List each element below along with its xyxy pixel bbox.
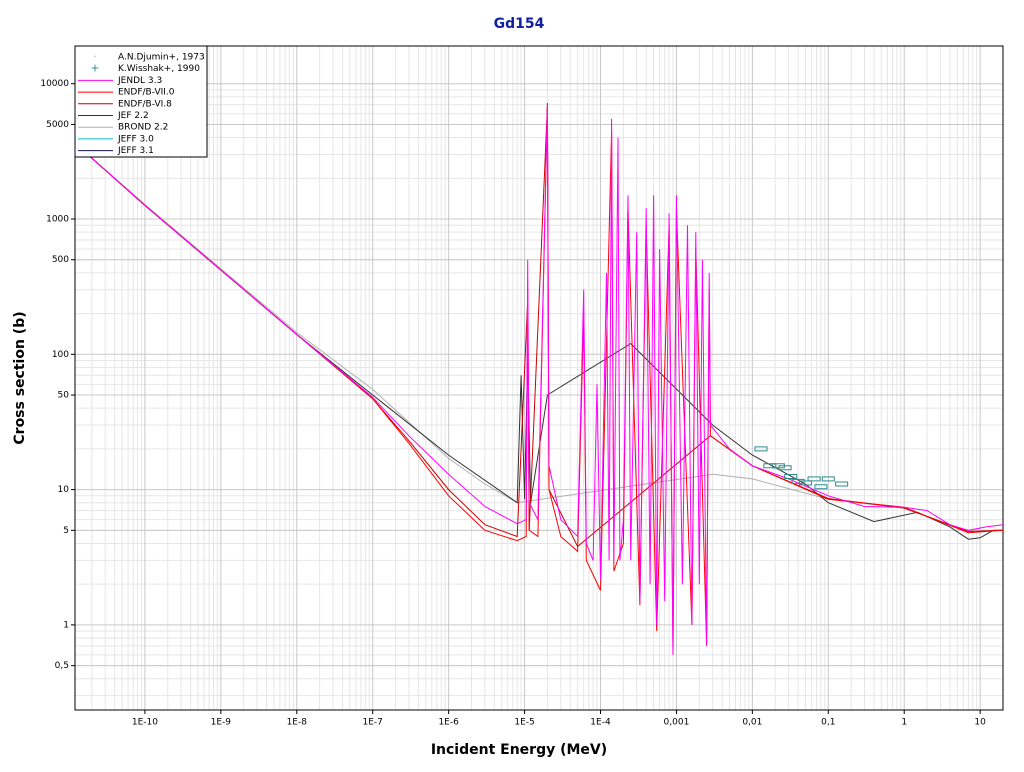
data-point — [754, 446, 768, 452]
legend-marker: + — [90, 62, 99, 75]
legend-label: JEF 2.2 — [117, 111, 149, 121]
x-tick-label: 10 — [974, 718, 986, 728]
y-tick-label: 50 — [58, 391, 70, 401]
x-tick-label: 0,01 — [742, 718, 762, 728]
y-tick-label: 0,5 — [55, 661, 69, 671]
x-tick-label: 1E-7 — [363, 718, 383, 728]
x-tick-label: 0,001 — [664, 718, 690, 728]
series-line — [82, 104, 1003, 655]
chart-title: Gd154 — [494, 16, 545, 32]
y-tick-label: 5000 — [46, 120, 69, 130]
series-line — [82, 149, 1003, 540]
x-tick-label: 1E-4 — [590, 718, 611, 728]
y-tick-label: 5 — [63, 526, 69, 536]
y-tick-label: 500 — [52, 255, 69, 265]
legend-label: ENDF/B-VII.0 — [118, 88, 175, 98]
data-point — [784, 473, 798, 479]
y-axis-label: Cross section (b) — [12, 311, 28, 444]
x-tick-label: 1E-6 — [438, 718, 459, 728]
data-point — [814, 484, 828, 490]
y-tick-label: 10000 — [40, 79, 69, 89]
legend-label: BROND 2.2 — [118, 123, 168, 133]
data-point — [835, 481, 849, 487]
y-tick-label: 1000 — [46, 215, 69, 225]
legend-marker: · — [93, 50, 97, 63]
x-tick-label: 1 — [901, 718, 907, 728]
legend-label: A.N.Djumin+, 1973 — [118, 53, 205, 63]
y-tick-label: 10 — [58, 485, 70, 495]
data-point — [821, 476, 835, 482]
data-point — [798, 480, 812, 486]
legend-label: K.Wisshak+, 1990 — [118, 64, 200, 74]
x-tick-label: 0,1 — [821, 718, 835, 728]
legend-label: JEFF 3.1 — [117, 146, 154, 156]
x-tick-label: 1E-5 — [514, 718, 534, 728]
x-tick-label: 1E-8 — [287, 718, 308, 728]
legend-label: JEFF 3.0 — [117, 134, 154, 144]
data-point — [763, 463, 777, 469]
legend-label: JENDL 3.3 — [117, 76, 162, 86]
legend-label: ENDF/B-VI.8 — [118, 99, 172, 109]
data-point — [807, 476, 821, 482]
x-tick-label: 1E-10 — [132, 718, 158, 728]
y-tick-label: 1 — [63, 620, 69, 630]
x-tick-label: 1E-9 — [211, 718, 232, 728]
plot-area — [82, 102, 1003, 655]
plot-frame — [74, 45, 1004, 711]
data-point — [778, 465, 792, 471]
y-tick-label: 100 — [52, 350, 69, 360]
x-axis-label: Incident Energy (MeV) — [431, 742, 607, 758]
